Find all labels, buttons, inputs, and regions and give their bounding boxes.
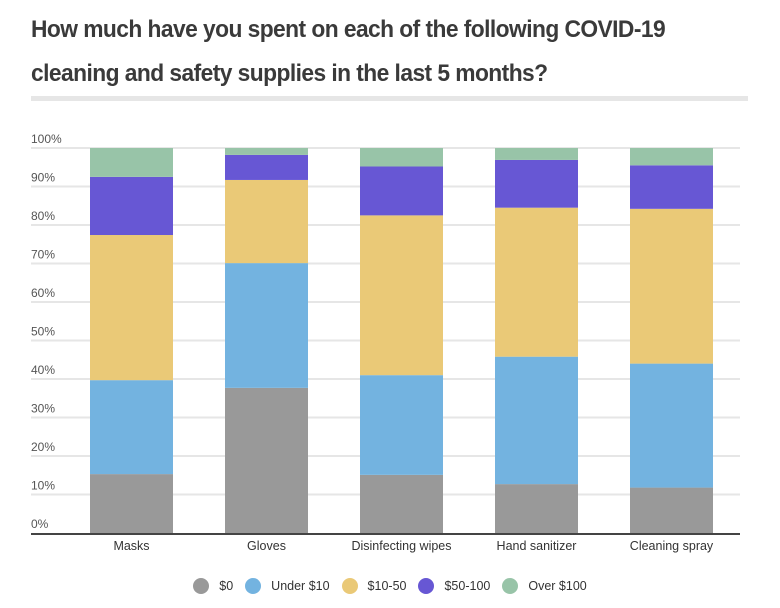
bar-segment-50-100 — [630, 165, 713, 209]
bar-segment-10-50 — [90, 235, 173, 381]
legend-label: $10-50 — [367, 579, 407, 593]
bar-segment-10-50 — [495, 207, 578, 357]
y-axis-ticks: 0% 10% 20% 30% 40% 50% 60% 70% 80% 90% 100% — [31, 132, 62, 531]
bar-segment-50-100 — [360, 166, 443, 216]
legend-label: $0 — [219, 579, 234, 593]
x-tick-label: Hand sanitizer — [497, 539, 577, 553]
legend-item: Over $100 — [502, 578, 587, 594]
bar-segment-under-10 — [630, 363, 713, 488]
legend-item: Under $10 — [245, 578, 330, 594]
chart-title: How much have you spent on each of the f… — [31, 16, 666, 87]
bar-segment-over-100 — [225, 148, 308, 155]
bar-segment-10-50 — [360, 215, 443, 376]
y-tick-label: 30% — [31, 402, 55, 416]
y-tick-label: 0% — [31, 517, 49, 531]
bar-stack — [495, 148, 578, 533]
bar-segment-0 — [630, 487, 713, 533]
legend-swatch-icon — [418, 578, 435, 594]
legend-label: Under $10 — [271, 579, 330, 593]
bar-segment-50-100 — [495, 159, 578, 208]
x-tick-label: Disinfecting wipes — [351, 539, 451, 553]
bar-stack — [630, 148, 713, 533]
legend-label: Over $100 — [528, 579, 587, 593]
legend-swatch-icon — [245, 578, 262, 594]
bars — [90, 148, 713, 533]
bar-segment-under-10 — [225, 263, 308, 388]
legend-item: $10-50 — [341, 578, 407, 594]
bar-segment-over-100 — [495, 148, 578, 160]
legend-swatch-icon — [341, 578, 358, 594]
bar-stack — [90, 148, 173, 533]
y-tick-label: 80% — [31, 209, 55, 223]
bar-segment-0 — [225, 387, 308, 533]
y-tick-label: 50% — [31, 325, 55, 339]
legend: $0 Under $10 $10-50 $50-100 Over $100 — [0, 578, 780, 594]
bar-segment-0 — [90, 474, 173, 533]
bar-stack — [225, 148, 308, 533]
bar-segment-under-10 — [495, 356, 578, 485]
bar-segment-50-100 — [90, 176, 173, 236]
x-tick-label: Masks — [113, 539, 149, 553]
bar-segment-over-100 — [360, 148, 443, 167]
title-divider — [31, 96, 748, 101]
x-axis-labels: Masks Gloves Disinfecting wipes Hand saniti… — [113, 539, 713, 553]
y-tick-label: 60% — [31, 286, 55, 300]
bar-segment-10-50 — [225, 179, 308, 264]
bar-segment-under-10 — [90, 380, 173, 475]
y-tick-label: 10% — [31, 479, 55, 493]
bar-segment-50-100 — [225, 154, 308, 180]
y-tick-label: 100% — [31, 132, 62, 146]
y-tick-label: 70% — [31, 248, 55, 262]
legend-item: $0 — [193, 578, 233, 594]
legend-item: $50-100 — [418, 578, 490, 594]
x-tick-label: Gloves — [247, 539, 286, 553]
legend-swatch-icon — [193, 578, 210, 594]
x-tick-label: Cleaning spray — [630, 539, 714, 553]
legend-label: $50-100 — [444, 579, 491, 593]
bar-segment-under-10 — [360, 375, 443, 475]
y-tick-label: 90% — [31, 171, 55, 185]
bar-segment-10-50 — [630, 208, 713, 364]
legend-swatch-icon — [502, 578, 519, 594]
bar-segment-0 — [495, 484, 578, 533]
bar-stack — [360, 148, 443, 533]
bar-segment-0 — [360, 474, 443, 533]
bar-segment-over-100 — [90, 148, 173, 177]
bar-segment-over-100 — [630, 148, 713, 166]
stacked-bar-chart: 0% 10% 20% 30% 40% 50% 60% 70% 80% 90% 100% Masks G… — [31, 132, 740, 553]
y-tick-label: 40% — [31, 363, 55, 377]
y-tick-label: 20% — [31, 440, 55, 454]
